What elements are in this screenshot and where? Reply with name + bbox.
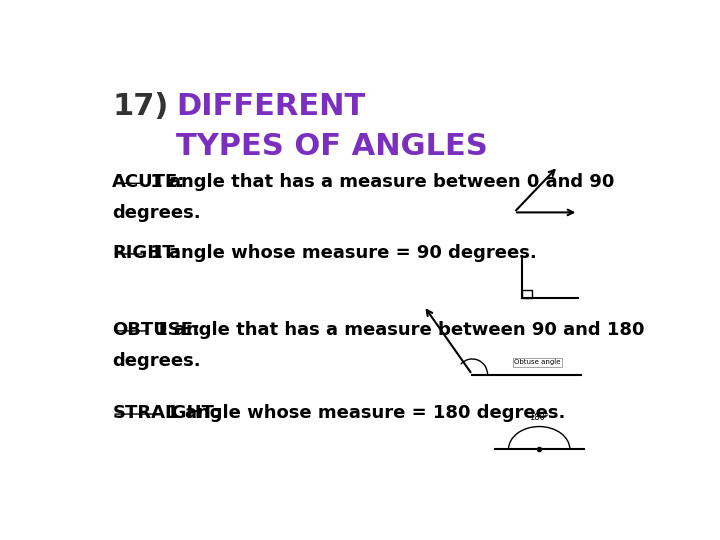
Text: 180°: 180° [529, 414, 549, 422]
Text: 17): 17) [112, 92, 168, 121]
Text: DIFFERENT: DIFFERENT [176, 92, 366, 121]
Text: degrees.: degrees. [112, 352, 201, 370]
Text: STRAIGHT:: STRAIGHT: [112, 404, 220, 422]
Text: degrees.: degrees. [112, 204, 201, 222]
Text: TYPES OF ANGLES: TYPES OF ANGLES [176, 132, 488, 161]
Text: RIGHT:: RIGHT: [112, 244, 181, 261]
Text: ACUTE:: ACUTE: [112, 173, 186, 191]
Text: 1 angle that has a measure between 0 and 90: 1 angle that has a measure between 0 and… [144, 173, 615, 191]
Text: 1 angle whose measure = 180 degrees.: 1 angle whose measure = 180 degrees. [160, 404, 565, 422]
Text: 1 angle that has a measure between 90 and 180: 1 angle that has a measure between 90 an… [149, 321, 645, 339]
Text: 1 angle whose measure = 90 degrees.: 1 angle whose measure = 90 degrees. [144, 244, 537, 261]
Text: Obtuse angle: Obtuse angle [514, 360, 561, 366]
Text: OBTUSE:: OBTUSE: [112, 321, 200, 339]
